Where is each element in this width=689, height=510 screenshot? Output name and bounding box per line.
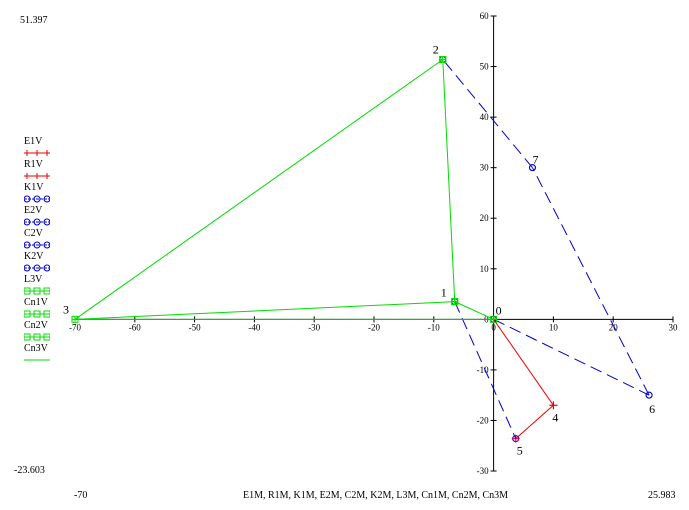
legend-label: L3V bbox=[24, 274, 43, 285]
x-tick-label: 0 bbox=[491, 322, 496, 332]
legend-sample bbox=[24, 241, 50, 249]
point-label-2: 2 bbox=[433, 42, 439, 56]
series-cn2v-line bbox=[74, 59, 444, 320]
legend-item-cn2v: Cn2V bbox=[24, 320, 64, 343]
x-tick-label: -30 bbox=[308, 322, 320, 332]
y-tick-label: 20 bbox=[480, 213, 490, 223]
y-tick-label: -20 bbox=[477, 415, 489, 425]
legend-sample bbox=[24, 310, 50, 318]
series-e1v-line bbox=[515, 404, 554, 440]
legend-item-e1v: E1V bbox=[24, 136, 64, 159]
legend-label: E1V bbox=[24, 136, 43, 147]
x-max-label: 25.983 bbox=[648, 490, 676, 501]
series-e2v-line bbox=[493, 318, 650, 396]
x-min-label: -70 bbox=[74, 490, 88, 501]
legend-label: K1V bbox=[24, 182, 44, 193]
legend-item-k2v: K2V bbox=[24, 251, 64, 274]
x-tick-label: -20 bbox=[368, 322, 380, 332]
legend-item-e2v: E2V bbox=[24, 205, 64, 228]
x-tick-label: 10 bbox=[549, 322, 559, 332]
legend-sample bbox=[24, 359, 50, 361]
legend: E1V R1V K1V E2V C2V K2V L3V Cn1V Cn2V Cn3V bbox=[24, 136, 64, 366]
x-tick-label: -40 bbox=[248, 322, 260, 332]
legend-item-l3v: L3V bbox=[24, 274, 64, 297]
series-c2v-line bbox=[532, 167, 650, 396]
point-label-1: 1 bbox=[441, 286, 447, 300]
point-label-3: 3 bbox=[63, 302, 69, 316]
y-tick-label: 60 bbox=[480, 11, 490, 21]
point-label-5: 5 bbox=[517, 444, 523, 458]
y-min-label: -23.603 bbox=[14, 465, 45, 476]
legend-label: Cn1V bbox=[24, 297, 48, 308]
point-label-6: 6 bbox=[649, 402, 655, 416]
point-5-marker bbox=[512, 435, 520, 443]
point-label-0: 0 bbox=[496, 303, 502, 317]
series-e1v-line bbox=[493, 319, 554, 406]
x-tick-label: -50 bbox=[189, 322, 201, 332]
legend-item-c2v: C2V bbox=[24, 228, 64, 251]
legend-item-cn3v: Cn3V bbox=[24, 343, 64, 366]
legend-sample bbox=[24, 333, 50, 341]
series-k2v-point bbox=[528, 164, 536, 172]
x-tick-label: 20 bbox=[609, 322, 619, 332]
legend-label: R1V bbox=[24, 159, 43, 170]
legend-label: K2V bbox=[24, 251, 44, 262]
legend-sample bbox=[24, 150, 50, 156]
x-tick-label: -10 bbox=[428, 322, 440, 332]
legend-label: Cn2V bbox=[24, 320, 48, 331]
y-tick-label: 10 bbox=[480, 264, 490, 274]
legend-label: Cn3V bbox=[24, 343, 48, 354]
x-tick-label: 30 bbox=[669, 322, 679, 332]
legend-label: E2V bbox=[24, 205, 43, 216]
series-k2v-line bbox=[442, 59, 533, 168]
legend-item-r1v: R1V bbox=[24, 159, 64, 182]
y-max-label: 51.397 bbox=[20, 15, 48, 26]
legend-item-k1v: K1V bbox=[24, 182, 64, 205]
y-tick-label: -10 bbox=[477, 365, 489, 375]
legend-sample bbox=[24, 195, 50, 203]
legend-sample bbox=[24, 218, 50, 226]
legend-sample bbox=[24, 173, 50, 179]
x-axis-caption: E1M, R1M, K1M, E2M, C2M, K2M, L3M, Cn1M,… bbox=[243, 490, 509, 501]
x-tick-label: -70 bbox=[69, 322, 81, 332]
series-k1v-line bbox=[454, 301, 517, 439]
legend-item-cn1v: Cn1V bbox=[24, 297, 64, 320]
point-label-4: 4 bbox=[552, 410, 558, 424]
legend-sample bbox=[24, 264, 50, 272]
x-tick-label: -60 bbox=[129, 322, 141, 332]
legend-label: C2V bbox=[24, 228, 43, 239]
series-c2v-point bbox=[645, 391, 653, 399]
series-l3v-line bbox=[454, 301, 494, 320]
y-tick-label: 30 bbox=[480, 163, 490, 173]
series-cn1v-line bbox=[442, 59, 456, 302]
point-label-7: 7 bbox=[532, 153, 538, 167]
y-tick-label: 40 bbox=[480, 112, 490, 122]
y-tick-label: 50 bbox=[480, 62, 490, 72]
legend-sample bbox=[24, 287, 50, 295]
series-cn3v-line bbox=[74, 301, 455, 320]
y-tick-label: -30 bbox=[477, 466, 489, 476]
